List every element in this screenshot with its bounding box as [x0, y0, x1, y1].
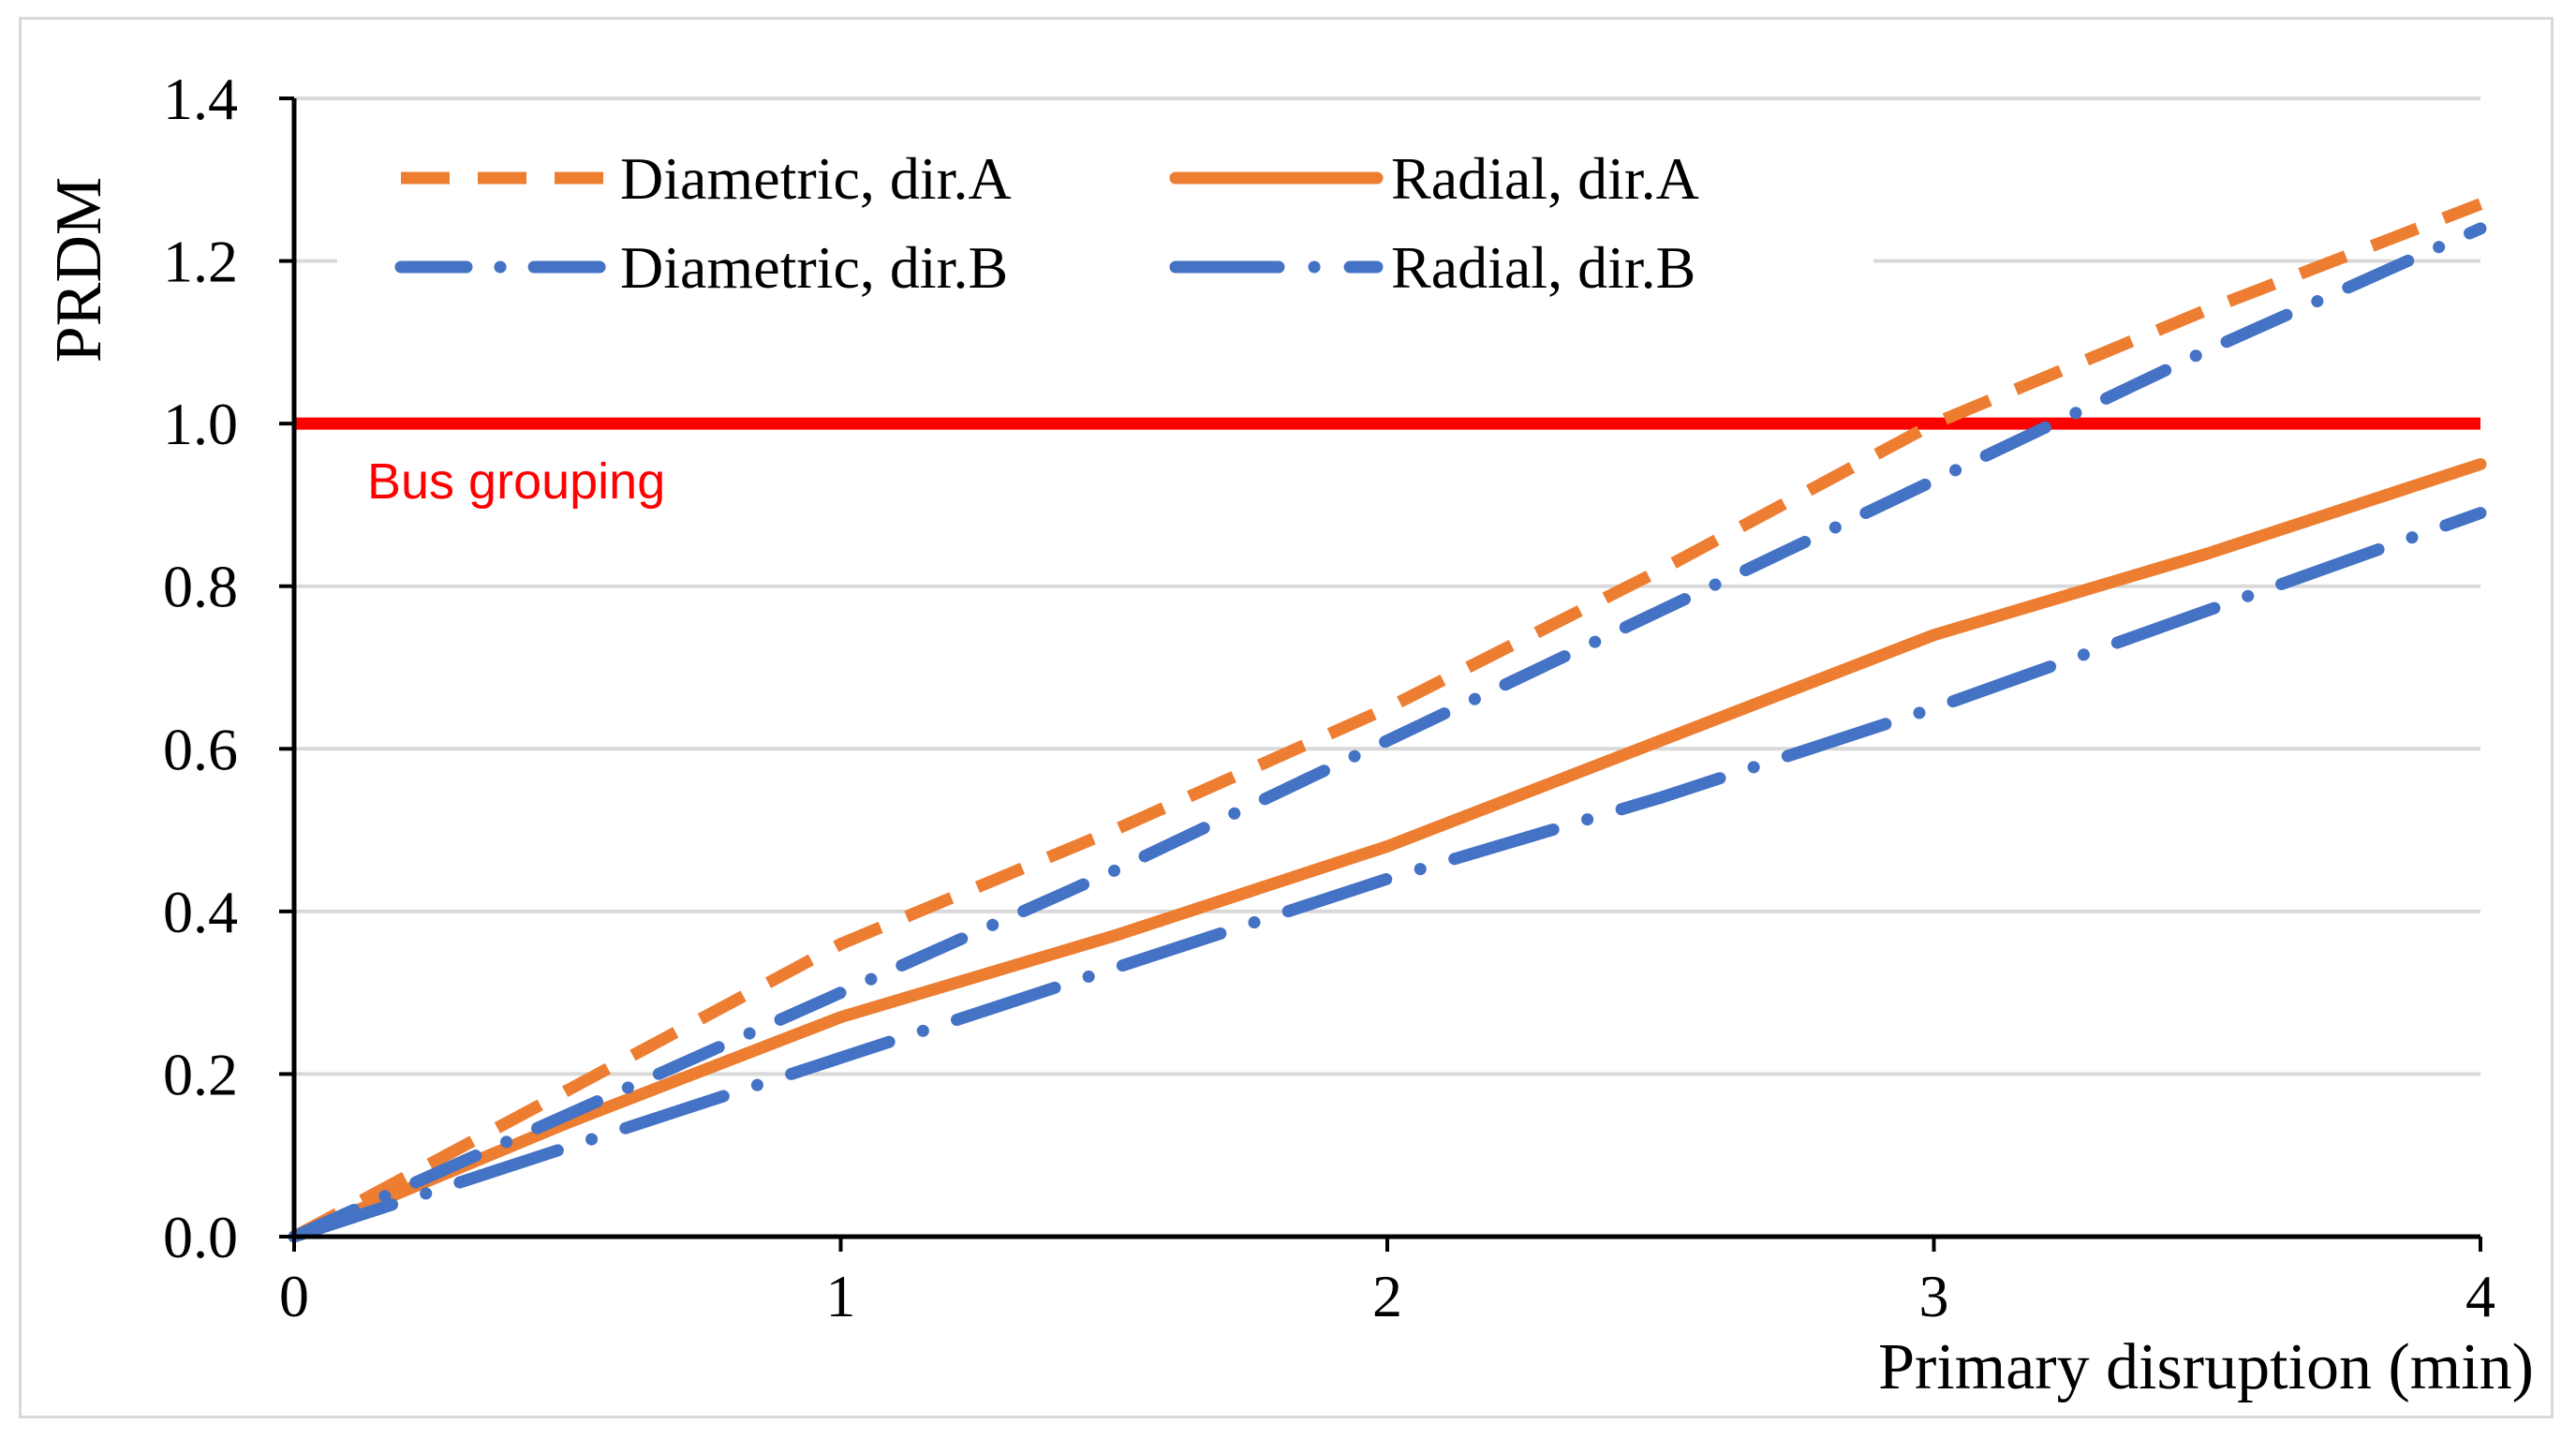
- y-axis-label: PRDM: [43, 177, 115, 363]
- series-line-diametric-dir-b: [288, 222, 2487, 1243]
- series-line-diametric-dir-a: [290, 198, 2483, 1242]
- legend-label-diametric-dir-a: Diametric, dir.A: [620, 145, 1012, 212]
- y-tick-label: 0.8: [163, 554, 238, 620]
- x-tick-label: 0: [279, 1263, 309, 1329]
- x-tick-label: 2: [1372, 1263, 1402, 1329]
- series-line-radial-dir-a: [288, 458, 2487, 1243]
- axes: [279, 96, 2482, 1252]
- x-tick-label: 1: [826, 1263, 856, 1329]
- y-tick-label: 1.4: [163, 66, 238, 132]
- legend-label-radial-dir-a: Radial, dir.A: [1391, 145, 1699, 212]
- x-tick-label: 3: [1919, 1263, 1949, 1329]
- y-tick-label: 0.6: [163, 716, 238, 782]
- legend: Diametric, dir.A Radial, dir.A Diametric, …: [337, 126, 1873, 314]
- legend-background: [337, 126, 1873, 314]
- reference-line-label: Bus grouping: [367, 453, 665, 510]
- y-tick-label: 0.4: [163, 879, 238, 945]
- y-tick-label: 1.2: [163, 229, 238, 295]
- x-axis-label: Primary disruption (min): [1878, 1331, 2534, 1403]
- legend-label-radial-dir-b: Radial, dir.B: [1391, 234, 1695, 301]
- y-tick-label: 0.2: [163, 1041, 238, 1107]
- y-tick-label: 0.0: [163, 1204, 238, 1270]
- series-line-radial-dir-b: [288, 507, 2487, 1243]
- y-tick-labels: 0.0 0.2 0.4 0.6 0.8 1.0 1.2 1.4: [163, 66, 238, 1270]
- x-tick-label: 4: [2465, 1263, 2495, 1329]
- series-group: [288, 198, 2487, 1243]
- y-tick-label: 1.0: [163, 391, 238, 457]
- legend-label-diametric-dir-b: Diametric, dir.B: [620, 234, 1008, 301]
- x-tick-labels: 0 1 2 3 4: [279, 1263, 2495, 1329]
